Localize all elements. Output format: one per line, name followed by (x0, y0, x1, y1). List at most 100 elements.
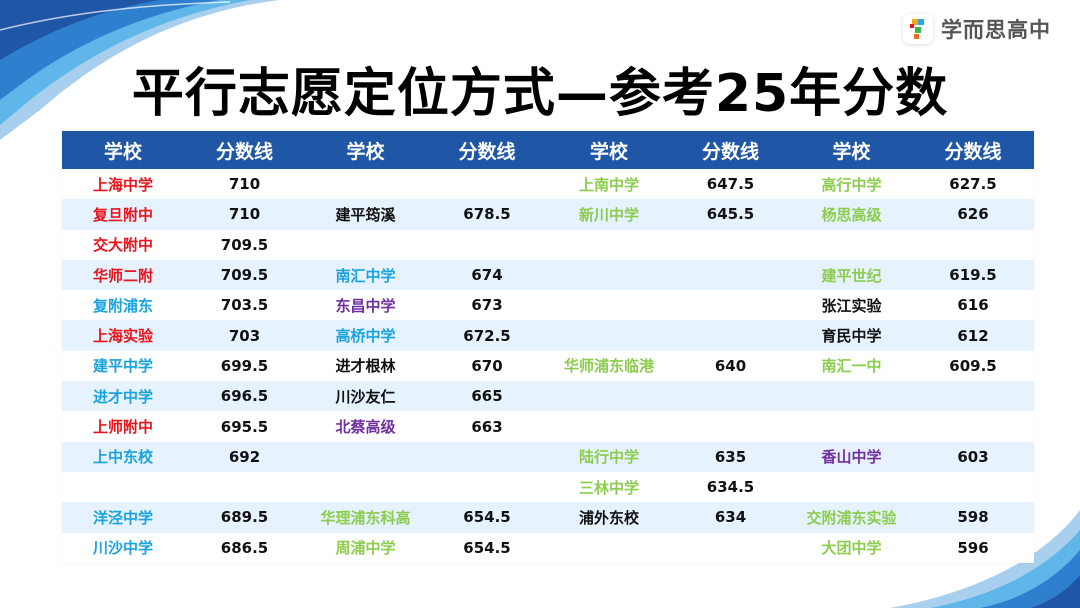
school-name-cell: 复旦附中 (62, 199, 184, 230)
school-name-cell (791, 411, 912, 442)
score-cell (426, 441, 548, 472)
column-header-school: 学校 (62, 131, 184, 169)
table-row: 上海中学 710 上南中学 647.5 高行中学 627.5 (62, 169, 1034, 200)
table-row: 华师二附 709.5 南汇中学 674 建平世纪 619.5 (62, 259, 1034, 291)
score-cell: 634 (670, 502, 791, 533)
school-name-cell (548, 411, 670, 442)
score-cell: 619.5 (912, 259, 1034, 291)
table-row: 进才中学 696.5 川沙友仁 665 (62, 381, 1034, 412)
score-cell: 663 (426, 411, 548, 442)
score-cell (670, 290, 791, 321)
table-row: 复旦附中 710 建平筠溪 678.5 新川中学 645.5 杨思高级 626 (62, 199, 1034, 230)
score-cell: 703.5 (184, 290, 305, 321)
score-cell (670, 411, 791, 442)
score-cell: 692 (184, 441, 305, 472)
school-name-cell: 华师二附 (62, 259, 184, 291)
score-cell (670, 259, 791, 291)
school-name-cell: 东昌中学 (305, 290, 426, 321)
score-cell: 609.5 (912, 350, 1034, 382)
school-name-cell: 杨思高级 (791, 199, 912, 230)
score-cell (670, 320, 791, 351)
score-cell: 689.5 (184, 502, 305, 533)
brand-name: 学而思高中 (941, 18, 1051, 42)
score-cell (670, 532, 791, 563)
school-name-cell: 上南中学 (548, 169, 670, 200)
school-name-cell: 进才根林 (305, 350, 426, 382)
school-name-cell (548, 229, 670, 260)
school-name-cell: 川沙中学 (62, 532, 184, 563)
table-row: 洋泾中学 689.5 华理浦东科高 654.5 浦外东校 634 交附浦东实验 598 (62, 502, 1034, 533)
school-name-cell: 浦外东校 (548, 502, 670, 533)
score-table: 学校 分数线 学校 分数线 学校 分数线 学校 分数线 上海中学 710 上南中学 647.5 高行中… (62, 131, 1034, 563)
score-cell (670, 381, 791, 412)
score-cell: 598 (912, 502, 1034, 533)
school-name-cell: 上海中学 (62, 169, 184, 200)
column-header-score: 分数线 (184, 131, 305, 169)
table-row: 上师附中 695.5 北蔡高级 663 (62, 411, 1034, 442)
table-row: 复附浦东 703.5 东昌中学 673 张江实验 616 (62, 290, 1034, 321)
xueersi-logo-icon (903, 14, 933, 44)
score-cell: 627.5 (912, 169, 1034, 200)
school-name-cell (791, 471, 912, 503)
school-name-cell (548, 290, 670, 321)
school-name-cell: 周浦中学 (305, 532, 426, 563)
score-cell: 696.5 (184, 381, 305, 412)
score-cell: 626 (912, 199, 1034, 230)
score-cell: 672.5 (426, 320, 548, 351)
score-cell: 703 (184, 320, 305, 351)
school-name-cell (791, 381, 912, 412)
score-cell (426, 169, 548, 200)
brand-logo: 学而思高中 (903, 14, 1051, 44)
school-name-cell (62, 471, 184, 503)
school-name-cell: 建平中学 (62, 350, 184, 382)
table-body: 上海中学 710 上南中学 647.5 高行中学 627.5 复旦附中 710 建平筠溪 678.… (62, 169, 1034, 563)
school-name-cell: 复附浦东 (62, 290, 184, 321)
score-cell: 686.5 (184, 532, 305, 563)
score-cell (426, 471, 548, 503)
score-cell (912, 471, 1034, 503)
table-row: 建平中学 699.5 进才根林 670 华师浦东临港 640 南汇一中 609.5 (62, 350, 1034, 382)
table-header-row: 学校 分数线 学校 分数线 学校 分数线 学校 分数线 (62, 131, 1034, 169)
school-name-cell: 张江实验 (791, 290, 912, 321)
table-row: 交大附中 709.5 (62, 229, 1034, 260)
school-name-cell: 上海实验 (62, 320, 184, 351)
table-row: 川沙中学 686.5 周浦中学 654.5 大团中学 596 (62, 532, 1034, 563)
school-name-cell: 川沙友仁 (305, 381, 426, 412)
score-cell: 695.5 (184, 411, 305, 442)
school-name-cell: 上师附中 (62, 411, 184, 442)
school-name-cell (305, 229, 426, 260)
school-name-cell: 华理浦东科高 (305, 502, 426, 533)
table-row: 上海实验 703 高桥中学 672.5 育民中学 612 (62, 320, 1034, 351)
column-header-score: 分数线 (426, 131, 548, 169)
score-cell (912, 381, 1034, 412)
school-name-cell (305, 169, 426, 200)
score-cell (426, 229, 548, 260)
school-name-cell: 三林中学 (548, 471, 670, 503)
score-cell: 616 (912, 290, 1034, 321)
score-cell: 647.5 (670, 169, 791, 200)
score-cell: 645.5 (670, 199, 791, 230)
school-name-cell (548, 532, 670, 563)
column-header-score: 分数线 (670, 131, 791, 169)
table-row: 上中东校 692 陆行中学 635 香山中学 603 (62, 441, 1034, 472)
score-cell: 654.5 (426, 532, 548, 563)
school-name-cell: 新川中学 (548, 199, 670, 230)
score-cell: 670 (426, 350, 548, 382)
score-cell (184, 471, 305, 503)
school-name-cell: 华师浦东临港 (548, 350, 670, 382)
school-name-cell: 交附浦东实验 (791, 502, 912, 533)
school-name-cell: 洋泾中学 (62, 502, 184, 533)
school-name-cell: 香山中学 (791, 441, 912, 472)
score-cell: 654.5 (426, 502, 548, 533)
school-name-cell: 上中东校 (62, 441, 184, 472)
school-name-cell (548, 381, 670, 412)
school-name-cell: 北蔡高级 (305, 411, 426, 442)
score-cell: 634.5 (670, 471, 791, 503)
column-header-school: 学校 (791, 131, 912, 169)
score-cell: 596 (912, 532, 1034, 563)
score-cell: 603 (912, 441, 1034, 472)
score-cell: 674 (426, 259, 548, 291)
table-row: 三林中学 634.5 (62, 471, 1034, 503)
score-cell: 709.5 (184, 259, 305, 291)
school-name-cell: 育民中学 (791, 320, 912, 351)
